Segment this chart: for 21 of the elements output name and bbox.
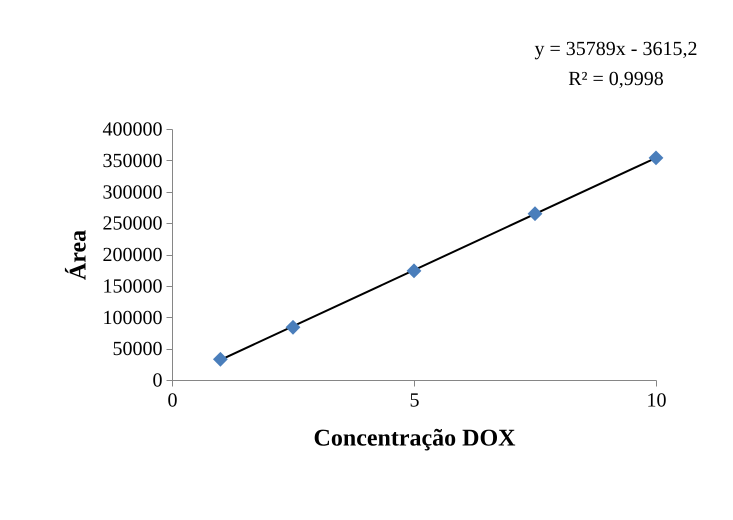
point: [286, 320, 300, 335]
y-axis-title: Área: [64, 230, 92, 280]
y-tick-label: 0: [152, 370, 162, 392]
point: [406, 263, 422, 278]
x-tick-label: 5: [410, 390, 420, 412]
y-tick-label: 200000: [102, 244, 162, 266]
y-tick-label: 300000: [102, 181, 162, 204]
y-tick-label: 50000: [112, 338, 162, 360]
y-tick-label: 350000: [102, 150, 162, 172]
text: y = 35789x - 3615,2: [534, 38, 698, 60]
text: R² = 0,9998: [568, 68, 664, 90]
point: [212, 352, 228, 367]
point: [528, 206, 542, 222]
y-tick-label: 100000: [102, 306, 162, 329]
x-axis-title: Concentração DOX: [314, 426, 516, 452]
y-tick-label: 400000: [102, 118, 162, 140]
y-tick-label: 250000: [102, 212, 162, 235]
x-tick-label: 0: [168, 390, 178, 412]
y-tick-label: 150000: [102, 275, 162, 298]
x-tick-label: 10: [646, 390, 666, 412]
point: [648, 150, 664, 166]
